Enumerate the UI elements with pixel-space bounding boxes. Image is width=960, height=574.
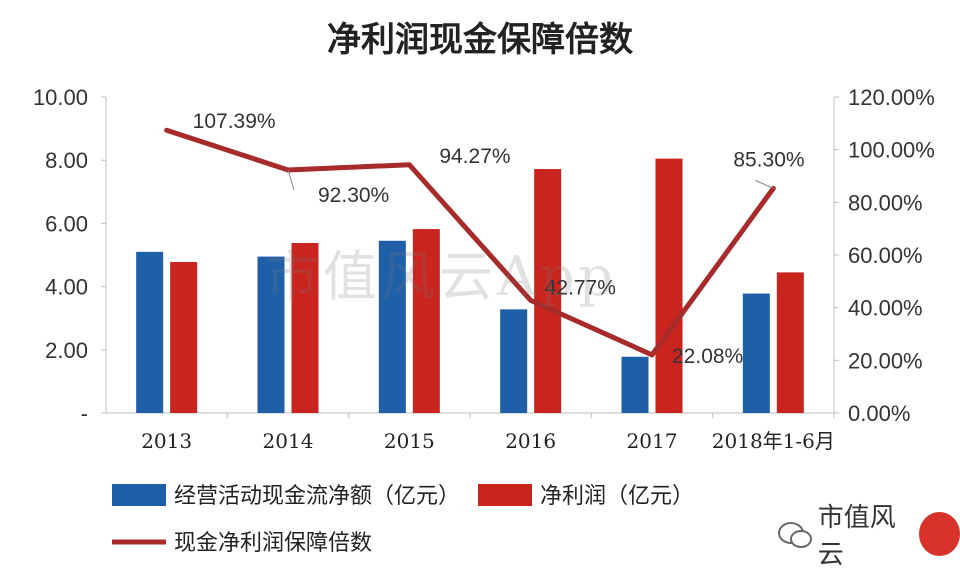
legend-label-0: 经营活动现金流净额（亿元） bbox=[174, 484, 460, 509]
watermark-text: 市值风云App bbox=[265, 245, 618, 308]
right-axis-tick-label: 60.00% bbox=[848, 243, 923, 268]
bar-net-profit bbox=[412, 229, 440, 413]
line-data-label: 85.30% bbox=[733, 148, 804, 171]
right-axis-tick-label: 100.00% bbox=[848, 138, 935, 163]
legend-label-1: 净利润（亿元） bbox=[540, 484, 694, 509]
bar-net-profit bbox=[776, 272, 804, 413]
left-axis-tick-label: 8.00 bbox=[45, 148, 88, 173]
x-axis-tick-label: 2017 bbox=[627, 429, 678, 453]
line-data-label: 42.77% bbox=[545, 276, 616, 299]
left-axis-tick-label: 2.00 bbox=[45, 338, 88, 363]
left-axis-tick-label: 4.00 bbox=[45, 275, 88, 300]
bar-cashflow bbox=[742, 293, 770, 413]
line-guarantee-ratio bbox=[164, 127, 776, 358]
line-data-label: 22.08% bbox=[672, 345, 743, 368]
data-label-leader bbox=[287, 169, 295, 191]
left-axis-tick-label: - bbox=[81, 401, 88, 426]
left-axis-tick-label: 10.00 bbox=[33, 85, 88, 110]
bar-cashflow bbox=[257, 256, 285, 413]
legend-swatch-0 bbox=[112, 484, 166, 506]
right-axis-tick-label: 0.00% bbox=[848, 401, 910, 426]
brand-name: 市值风云 bbox=[817, 503, 896, 570]
bar-net-profit bbox=[291, 242, 319, 413]
right-axis-tick-label: 80.00% bbox=[848, 190, 923, 215]
bar-net-profit bbox=[655, 158, 683, 413]
x-axis-tick-label: 2015 bbox=[384, 429, 435, 453]
right-axis-tick-label: 20.00% bbox=[848, 348, 923, 373]
bar-cashflow bbox=[136, 251, 164, 413]
line-data-label: 107.39% bbox=[193, 110, 276, 133]
x-axis-tick-label: 2016 bbox=[505, 429, 556, 453]
bar-cashflow bbox=[500, 309, 528, 413]
chart-title: 净利润现金保障倍数 bbox=[327, 20, 633, 60]
data-label-leader bbox=[755, 179, 774, 189]
bar-net-profit bbox=[170, 261, 198, 413]
legend-label-2: 现金净利润保障倍数 bbox=[174, 531, 372, 556]
bar-net-profit bbox=[534, 169, 562, 413]
bar-cashflow bbox=[378, 240, 406, 413]
wechat-icon bbox=[778, 520, 812, 548]
right-axis-tick-label: 120.00% bbox=[848, 85, 935, 110]
left-axis-tick-label: 6.00 bbox=[45, 211, 88, 236]
bar-cashflow bbox=[621, 356, 649, 413]
x-axis-tick-label: 2014 bbox=[263, 429, 314, 453]
line-data-label: 92.30% bbox=[318, 184, 389, 207]
x-axis-tick-label: 2018年1-6月 bbox=[712, 429, 835, 453]
brand-logo-icon bbox=[918, 512, 960, 556]
line-data-label: 94.27% bbox=[439, 145, 510, 168]
right-axis-tick-label: 40.00% bbox=[848, 296, 923, 321]
legend-swatch-1 bbox=[478, 484, 532, 506]
brand-badge: 市值风云 bbox=[778, 503, 960, 570]
x-axis-tick-label: 2013 bbox=[141, 429, 192, 453]
